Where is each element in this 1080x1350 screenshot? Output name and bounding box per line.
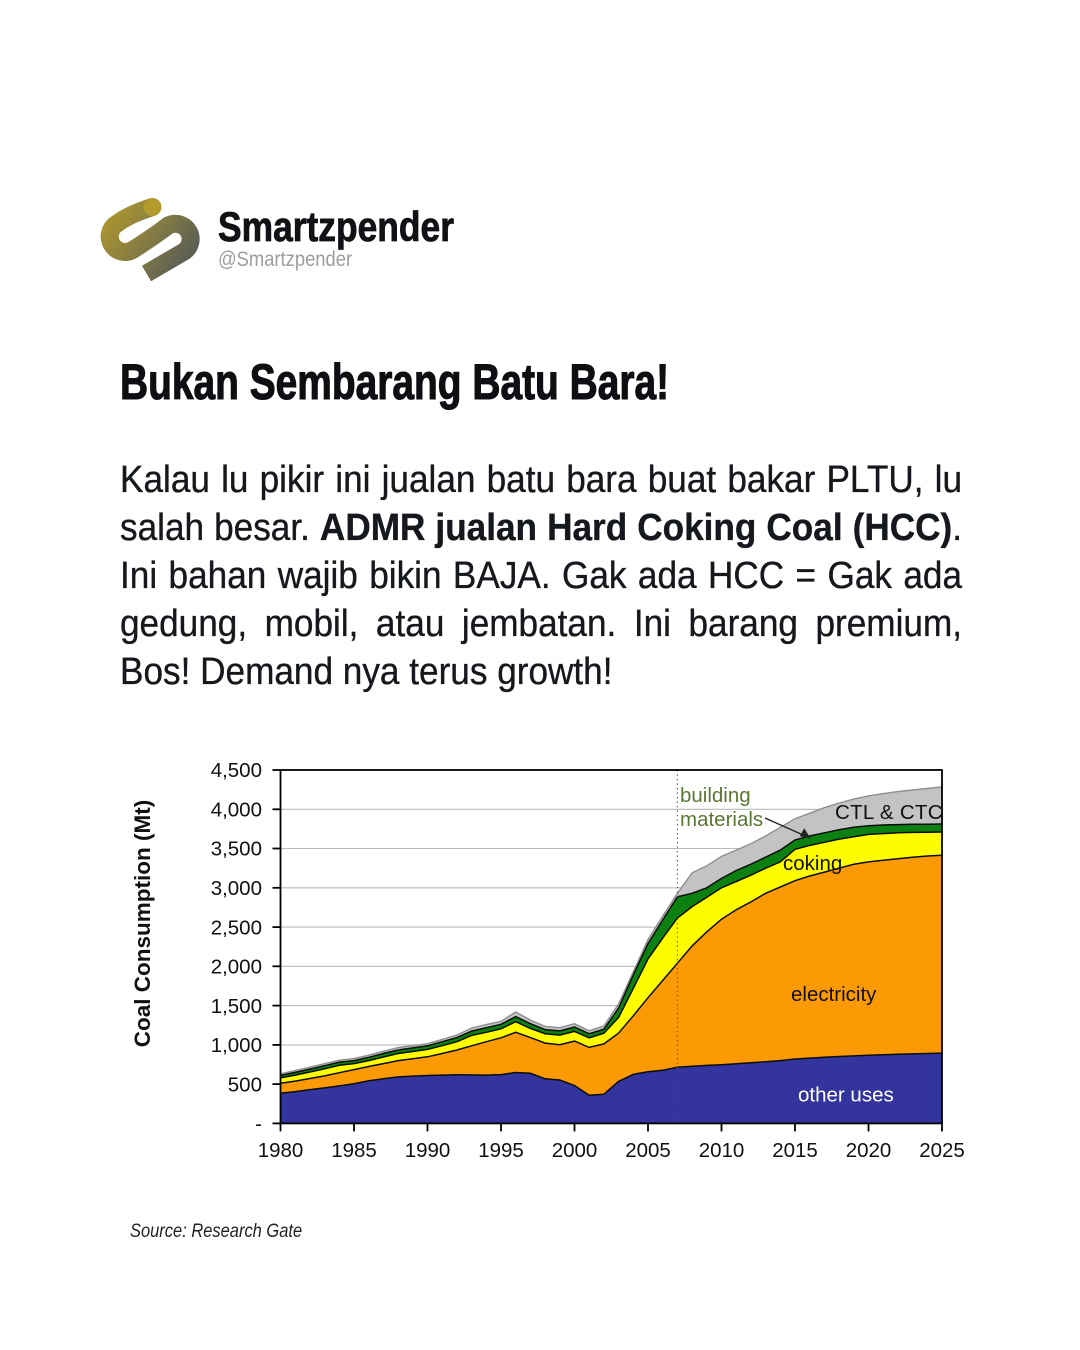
svg-text:1995: 1995 bbox=[478, 1139, 524, 1162]
svg-text:Coal Consumption (Mt): Coal Consumption (Mt) bbox=[130, 800, 155, 1047]
svg-text:1990: 1990 bbox=[405, 1139, 451, 1162]
svg-text:3,000: 3,000 bbox=[211, 877, 262, 900]
svg-text:1980: 1980 bbox=[258, 1139, 304, 1162]
svg-text:1,500: 1,500 bbox=[211, 995, 262, 1018]
svg-text:4,500: 4,500 bbox=[211, 759, 262, 782]
svg-text:2020: 2020 bbox=[846, 1139, 892, 1162]
svg-text:1,000: 1,000 bbox=[211, 1034, 262, 1057]
svg-text:2015: 2015 bbox=[772, 1139, 818, 1162]
svg-text:2,000: 2,000 bbox=[211, 956, 262, 979]
svg-text:4,000: 4,000 bbox=[211, 799, 262, 822]
svg-text:electricity: electricity bbox=[791, 983, 877, 1006]
svg-text:coking: coking bbox=[783, 852, 842, 875]
svg-text:2,500: 2,500 bbox=[211, 916, 262, 939]
svg-text:3,500: 3,500 bbox=[211, 838, 262, 861]
svg-text:2010: 2010 bbox=[699, 1139, 745, 1162]
svg-text:building: building bbox=[680, 784, 751, 807]
svg-text:1985: 1985 bbox=[331, 1139, 377, 1162]
svg-text:500: 500 bbox=[228, 1073, 262, 1096]
svg-text:CTL & CTC: CTL & CTC bbox=[835, 801, 943, 824]
svg-text:2000: 2000 bbox=[552, 1139, 598, 1162]
svg-text:2025: 2025 bbox=[919, 1139, 965, 1162]
svg-text:-: - bbox=[255, 1113, 262, 1136]
svg-text:2005: 2005 bbox=[625, 1139, 671, 1162]
svg-text:other uses: other uses bbox=[798, 1084, 894, 1107]
svg-text:materials: materials bbox=[680, 808, 763, 831]
